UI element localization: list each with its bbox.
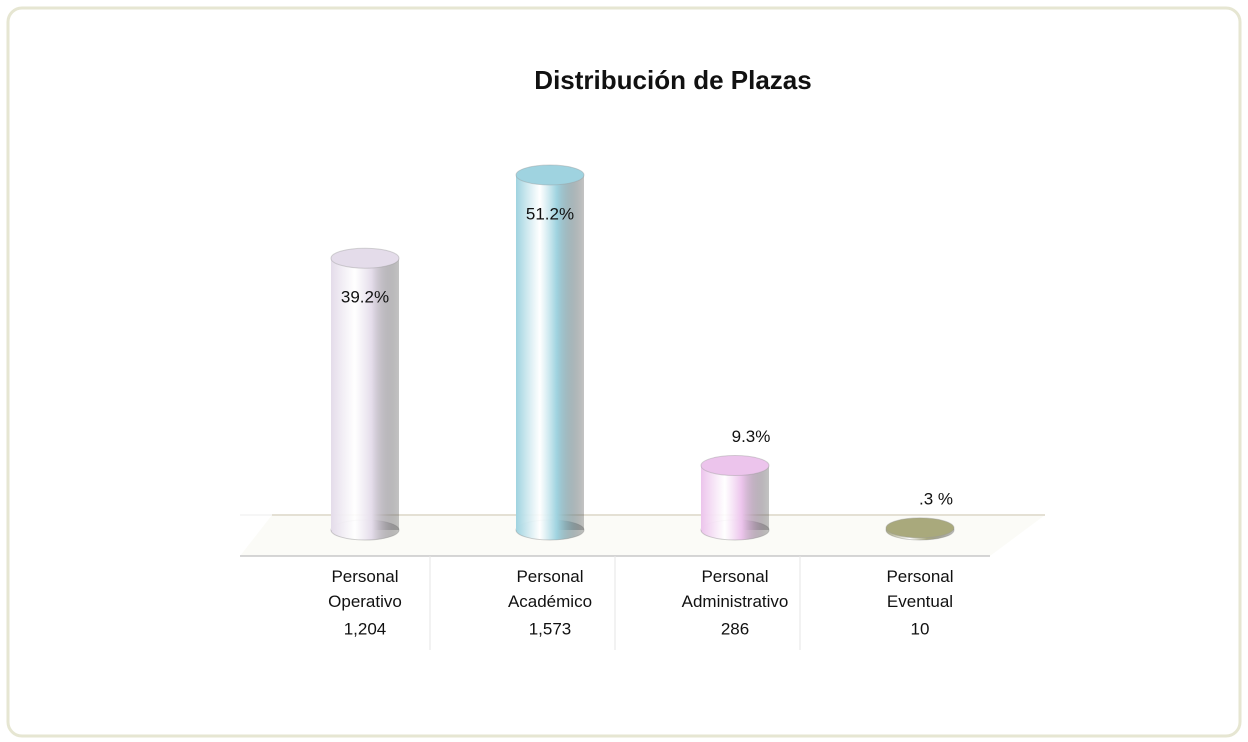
cylinder-top [515,164,585,186]
panel [6,6,1242,738]
cylinder [515,164,585,541]
x-tick-label: Personal Administrativo [682,567,789,611]
x-tick-label-line: Personal [331,567,398,586]
x-tick-label: Personal Académico [508,567,592,611]
floor [240,515,1045,556]
cylinder-top [700,455,770,477]
value-label: .3 % [919,489,953,508]
cylinder [885,517,955,541]
x-tick-label-line: Operativo [328,592,402,611]
x-tick-label: Personal Operativo [328,567,402,611]
count-label: 1,204 [344,619,387,638]
cylinder-top [330,247,400,269]
x-tick-label-line: Académico [508,592,592,611]
count-label: 10 [911,619,930,638]
count-label: 1,573 [529,619,572,638]
cylinder [330,247,400,541]
x-tick-label-line: Eventual [887,592,953,611]
cylinder-body [331,258,399,530]
cylinder-body [701,465,769,530]
cylinder [700,455,770,541]
value-label: 51.2% [526,204,574,223]
x-tick-label: Personal Eventual [886,567,953,611]
x-tick-label-line: Personal [886,567,953,586]
cylinder-top [885,517,955,539]
x-tick-label-line: Personal [516,567,583,586]
chart-title: Distribución de Plazas [534,65,811,95]
value-label: 9.3% [732,427,771,446]
x-tick-label-line: Administrativo [682,592,789,611]
x-tick-label-line: Personal [701,567,768,586]
cylinder-body [516,175,584,530]
value-label: 39.2% [341,288,389,307]
count-label: 286 [721,619,749,638]
